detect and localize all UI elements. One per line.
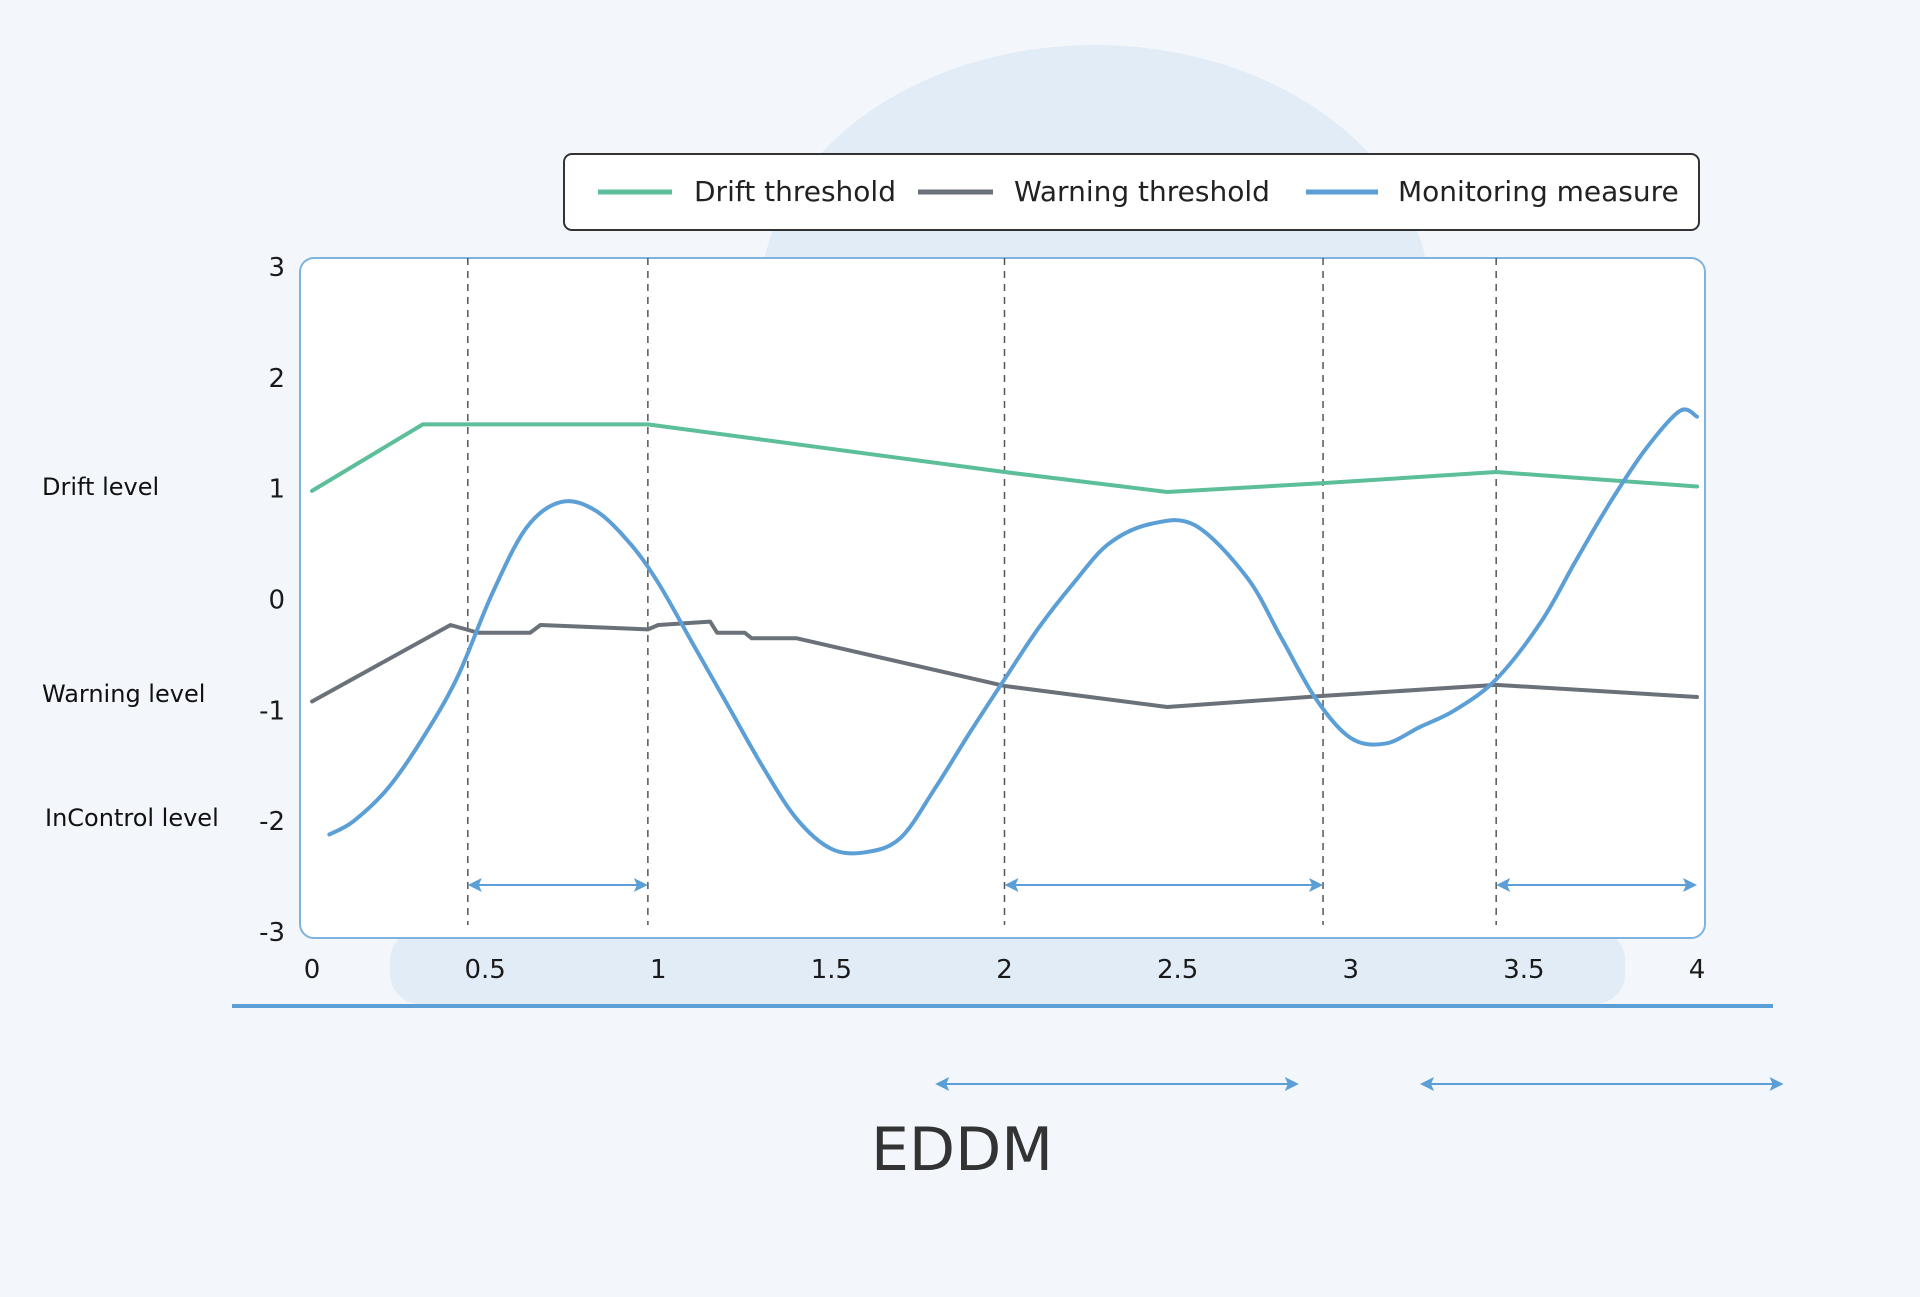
series-drift-threshold (310, 422, 1699, 494)
interval-arrow (1004, 878, 1324, 892)
decor-blob-band (390, 930, 1625, 1004)
y-tick-label: 2 (268, 364, 285, 394)
arrow-head-left (1496, 878, 1511, 892)
arrow-head-left (935, 1077, 950, 1091)
arrow-head-right (1309, 878, 1324, 892)
x-tick-label: 1.5 (811, 955, 852, 985)
legend-label-warning: Warning threshold (1014, 175, 1270, 208)
series-monitoring-measure (327, 407, 1699, 856)
y-tick-label: -1 (259, 696, 285, 726)
legend-label-monitoring: Monitoring measure (1398, 175, 1679, 208)
arrow-head-right (633, 878, 648, 892)
x-tick-label: 2 (996, 955, 1013, 985)
y-tick-label: 0 (268, 586, 285, 616)
y-tick-label: -2 (259, 807, 285, 837)
arrow-head-left (467, 878, 482, 892)
bottom-arrow (935, 1077, 1299, 1091)
chart-title: EDDM (871, 1115, 1053, 1185)
plot-area (299, 257, 1706, 939)
y-tick-label: 3 (268, 253, 285, 283)
bottom-arrows (935, 1077, 1784, 1091)
side-label-drift: Drift level (42, 473, 159, 501)
arrow-head-right (1683, 878, 1697, 892)
legend-label-drift: Drift threshold (694, 175, 896, 208)
interval-arrows (467, 878, 1697, 892)
x-tick-label: 3.5 (1503, 955, 1544, 985)
y-tick-label: 1 (268, 475, 285, 505)
legend: Drift threshold Warning threshold Monito… (563, 153, 1700, 231)
series-lines (310, 407, 1699, 856)
x-tick-label: 0.5 (464, 955, 505, 985)
x-tick-label: 3 (1342, 955, 1359, 985)
arrow-head-right (1284, 1077, 1299, 1091)
x-tick-label: 0 (304, 955, 321, 985)
interval-arrow (1496, 878, 1697, 892)
side-label-incontrol: InControl level (45, 804, 219, 832)
interval-arrow (467, 878, 648, 892)
series-warning-threshold (310, 619, 1699, 710)
y-tick-label: -3 (259, 918, 285, 948)
bottom-arrow (1420, 1077, 1784, 1091)
arrow-head-left (1420, 1077, 1434, 1091)
arrow-head-right (1769, 1077, 1784, 1091)
y-axis-ticks: 3 2 1 0 -1 -2 -3 (259, 253, 285, 948)
arrow-head-left (1004, 878, 1019, 892)
x-axis-ticks: 0 0.5 1 1.5 2 2.5 3 3.5 4 (304, 955, 1706, 985)
legend-box (563, 153, 1700, 231)
x-tick-label: 1 (650, 955, 667, 985)
x-tick-label: 2.5 (1157, 955, 1198, 985)
x-tick-label: 4 (1689, 955, 1706, 985)
side-label-warning: Warning level (42, 680, 205, 708)
